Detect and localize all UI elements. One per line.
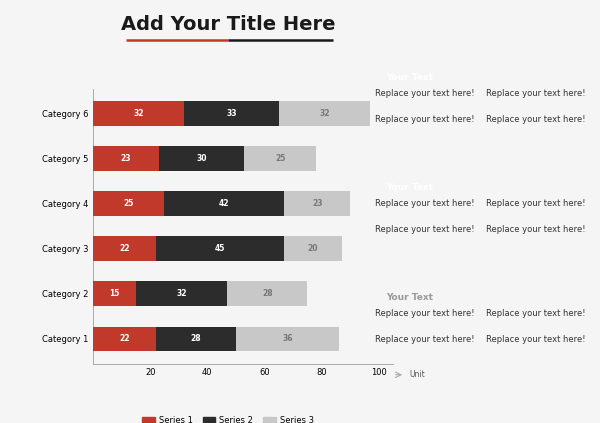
Bar: [227, 281, 307, 306]
Text: Replace your text here!: Replace your text here!: [486, 225, 586, 234]
Bar: [93, 236, 156, 261]
Bar: [236, 327, 339, 351]
Text: Your Text: Your Text: [386, 73, 433, 82]
Text: Your Text: Your Text: [386, 183, 433, 192]
Text: Replace your text here!: Replace your text here!: [486, 335, 586, 344]
Text: 22: 22: [119, 335, 130, 343]
Bar: [279, 102, 370, 126]
Text: 15: 15: [109, 289, 119, 298]
Bar: [244, 146, 316, 171]
Text: 32: 32: [319, 109, 329, 118]
Bar: [156, 327, 236, 351]
Text: 33: 33: [226, 109, 237, 118]
Text: Add Your Title Here: Add Your Title Here: [121, 15, 335, 34]
Text: Unit: Unit: [409, 370, 425, 379]
Text: 42: 42: [219, 199, 230, 208]
Text: Replace your text here!: Replace your text here!: [375, 335, 475, 344]
Text: 30: 30: [196, 154, 207, 163]
Text: 28: 28: [191, 335, 201, 343]
Text: 25: 25: [275, 154, 286, 163]
Bar: [136, 281, 227, 306]
Text: 20: 20: [308, 244, 318, 253]
Text: 32: 32: [133, 109, 144, 118]
Text: 25: 25: [124, 199, 134, 208]
Text: 23: 23: [121, 154, 131, 163]
Bar: [93, 102, 184, 126]
Text: 45: 45: [215, 244, 226, 253]
Bar: [284, 236, 341, 261]
Text: Replace your text here!: Replace your text here!: [486, 199, 586, 208]
Text: Replace your text here!: Replace your text here!: [486, 115, 586, 124]
Text: Replace your text here!: Replace your text here!: [375, 199, 475, 208]
Text: Your Text: Your Text: [386, 293, 433, 302]
Text: 23: 23: [312, 199, 323, 208]
Bar: [159, 146, 244, 171]
Text: Replace your text here!: Replace your text here!: [486, 309, 586, 318]
Text: Replace your text here!: Replace your text here!: [375, 115, 475, 124]
Bar: [93, 327, 156, 351]
Text: Replace your text here!: Replace your text here!: [486, 89, 586, 98]
Bar: [93, 281, 136, 306]
Text: Replace your text here!: Replace your text here!: [375, 225, 475, 234]
Bar: [164, 191, 284, 216]
Bar: [156, 236, 284, 261]
Bar: [93, 146, 159, 171]
Legend: Series 1, Series 2, Series 3: Series 1, Series 2, Series 3: [139, 413, 317, 423]
Text: Replace your text here!: Replace your text here!: [375, 89, 475, 98]
Text: 36: 36: [282, 335, 293, 343]
Text: 22: 22: [119, 244, 130, 253]
Text: Replace your text here!: Replace your text here!: [375, 309, 475, 318]
Bar: [284, 191, 350, 216]
Bar: [184, 102, 279, 126]
Text: 28: 28: [262, 289, 272, 298]
Text: 32: 32: [176, 289, 187, 298]
Bar: [93, 191, 164, 216]
